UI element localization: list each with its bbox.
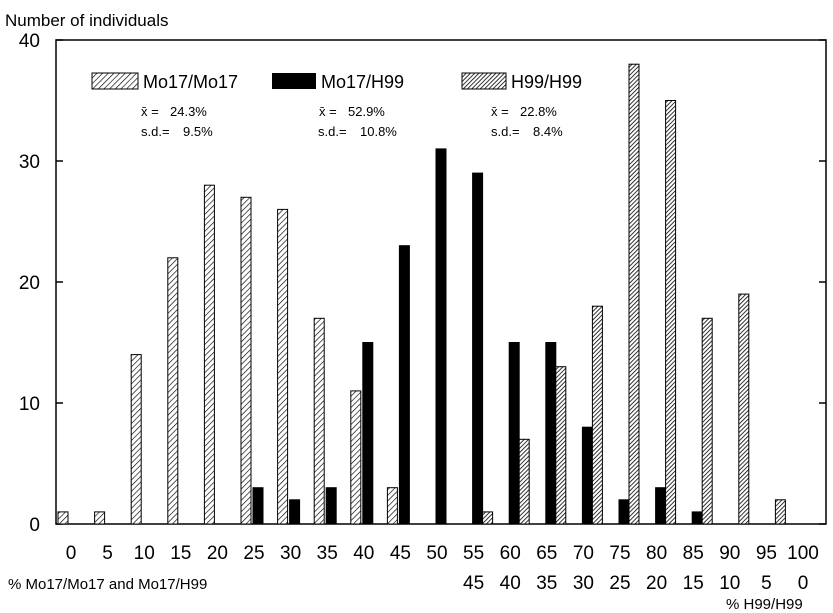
x-tick-label: 60	[500, 543, 521, 564]
legend-label-mo17-mo17: Mo17/Mo17	[143, 72, 238, 92]
y-tick-label: 20	[19, 273, 40, 294]
x-tick-label: 75	[609, 543, 630, 564]
bar-mo17-h99	[581, 426, 593, 525]
bar-mo17-h99	[691, 511, 703, 525]
bar-h99-h99	[518, 438, 530, 525]
legend-label-h99-h99: H99/H99	[511, 72, 582, 92]
bar-mo17-mo17	[203, 184, 215, 525]
bar-mo17-h99	[508, 342, 520, 525]
legend-item-mo17-h99: Mo17/H99 x̄ = 52.9% s.d.= 10.8%	[272, 72, 404, 139]
bar-mo17-h99	[545, 342, 557, 525]
mean-value-h99-h99: 22.8%	[520, 104, 557, 119]
y-axis-label: Number of individuals	[5, 11, 168, 30]
x-axis: 0 5 10 15 20 25 30 35 40 45 50 55456040653570307525…	[66, 543, 819, 594]
x-tick-label-secondary: 40	[500, 573, 521, 594]
bar-mo17-h99	[435, 148, 447, 525]
legend: Mo17/Mo17 x̄ = 24.3% s.d.= 9.5% Mo17/H99…	[91, 72, 582, 139]
x-tick-label: 30	[280, 543, 301, 564]
x-tick-label-secondary: 45	[463, 573, 484, 594]
x-tick-label: 25	[243, 543, 264, 564]
x-tick-label: 90	[719, 543, 740, 564]
mean-label-mo17-h99: x̄ =	[319, 104, 337, 119]
bar-mo17-mo17	[240, 196, 252, 525]
bar-h99-h99	[738, 293, 750, 525]
x-tick-label-secondary: 10	[719, 573, 740, 594]
x-tick-label: 55	[463, 543, 484, 564]
x-tick-label-secondary: 25	[609, 573, 630, 594]
mean-value-mo17-h99: 52.9%	[348, 104, 385, 119]
x-tick-label-secondary: 15	[683, 573, 704, 594]
x-axis-label-secondary: % H99/H99	[726, 596, 803, 613]
bar-mo17-mo17	[57, 511, 69, 525]
bars-group	[57, 63, 786, 525]
y-tick-label: 30	[19, 152, 40, 173]
x-tick-label: 70	[573, 543, 594, 564]
x-tick-label: 35	[317, 543, 338, 564]
bar-mo17-h99	[362, 342, 374, 525]
bar-h99-h99	[701, 317, 713, 525]
y-tick-label: 0	[29, 515, 40, 536]
sd-value-mo17-mo17: 9.5%	[183, 124, 213, 139]
bar-mo17-mo17	[167, 257, 179, 525]
x-tick-label: 65	[536, 543, 557, 564]
x-tick-label: 85	[683, 543, 704, 564]
bar-h99-h99	[628, 63, 640, 525]
x-tick-label: 0	[66, 543, 77, 564]
y-tick-label: 10	[19, 394, 40, 415]
x-tick-label: 40	[353, 543, 374, 564]
x-tick-label-secondary: 35	[536, 573, 557, 594]
legend-swatch-h99-h99	[461, 72, 507, 90]
bar-h99-h99	[591, 305, 603, 525]
bar-h99-h99	[555, 366, 567, 525]
sd-label-mo17-h99: s.d.=	[318, 124, 347, 139]
x-tick-label: 100	[787, 543, 819, 564]
x-tick-label: 50	[426, 543, 447, 564]
sd-label-mo17-mo17: s.d.=	[141, 124, 170, 139]
x-axis-label: % Mo17/Mo17 and Mo17/H99	[8, 576, 207, 593]
y-tick-label: 40	[19, 31, 40, 52]
bar-mo17-h99	[655, 487, 667, 525]
bar-mo17-h99	[472, 172, 484, 525]
x-tick-label: 20	[207, 543, 228, 564]
bar-mo17-h99	[325, 487, 337, 525]
bar-mo17-mo17	[386, 487, 398, 525]
bar-mo17-mo17	[130, 354, 142, 525]
bar-mo17-mo17	[313, 317, 325, 525]
mean-value-mo17-mo17: 24.3%	[170, 104, 207, 119]
y-axis: 0 10 20 30 40	[19, 31, 826, 536]
x-tick-label-secondary: 20	[646, 573, 667, 594]
sd-value-h99-h99: 8.4%	[533, 124, 563, 139]
sd-value-mo17-h99: 10.8%	[360, 124, 397, 139]
x-tick-label: 10	[134, 543, 155, 564]
x-tick-label: 80	[646, 543, 667, 564]
bar-h99-h99	[774, 499, 786, 525]
bar-mo17-mo17	[350, 390, 362, 525]
x-tick-label: 15	[170, 543, 191, 564]
x-tick-label: 5	[102, 543, 113, 564]
bar-mo17-h99	[289, 499, 301, 525]
mean-label-h99-h99: x̄ =	[491, 104, 509, 119]
legend-label-mo17-h99: Mo17/H99	[321, 72, 404, 92]
x-tick-label: 45	[390, 543, 411, 564]
bar-mo17-h99	[398, 245, 410, 525]
x-tick-label-secondary: 5	[761, 573, 772, 594]
x-tick-label-secondary: 30	[573, 573, 594, 594]
bar-mo17-mo17	[94, 511, 106, 525]
legend-item-h99-h99: H99/H99 x̄ = 22.8% s.d.= 8.4%	[461, 72, 582, 139]
sd-label-h99-h99: s.d.=	[491, 124, 520, 139]
bar-mo17-h99	[252, 487, 264, 525]
bar-h99-h99	[482, 511, 494, 525]
x-tick-label: 95	[756, 543, 777, 564]
bar-mo17-h99	[618, 499, 630, 525]
mean-label-mo17-mo17: x̄ =	[141, 104, 159, 119]
legend-swatch-mo17-mo17	[91, 72, 139, 90]
legend-item-mo17-mo17: Mo17/Mo17 x̄ = 24.3% s.d.= 9.5%	[91, 72, 238, 139]
legend-swatch-mo17-h99	[272, 73, 316, 89]
x-tick-label-secondary: 0	[798, 573, 809, 594]
bar-mo17-mo17	[277, 208, 289, 525]
bar-h99-h99	[665, 100, 677, 525]
